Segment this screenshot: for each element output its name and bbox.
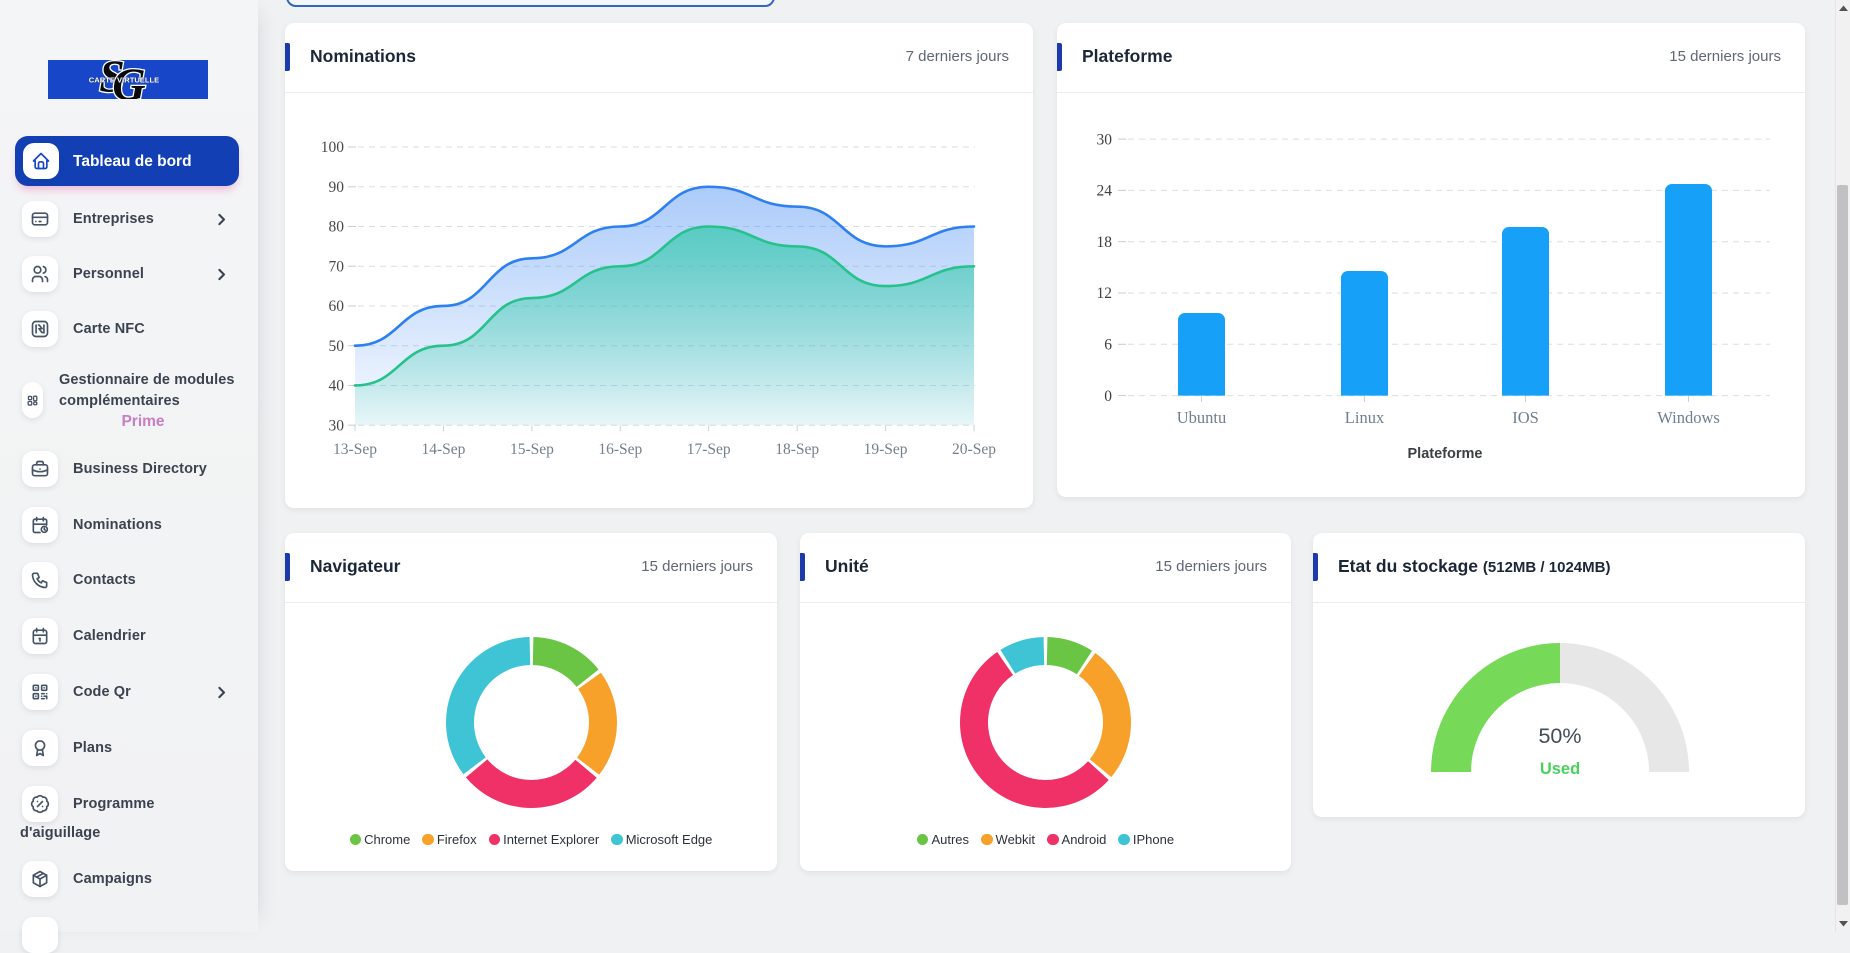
svg-text:18: 18 <box>1097 234 1113 251</box>
svg-text:IOS: IOS <box>1512 408 1539 427</box>
svg-text:Windows: Windows <box>1657 408 1720 427</box>
svg-text:20-Sep: 20-Sep <box>952 441 996 458</box>
svg-text:Plateforme: Plateforme <box>1408 446 1483 462</box>
svg-text:100: 100 <box>321 139 345 156</box>
svg-text:50: 50 <box>329 338 345 355</box>
svg-text:24: 24 <box>1097 183 1113 200</box>
svg-text:80: 80 <box>329 219 345 236</box>
svg-text:19-Sep: 19-Sep <box>864 441 908 458</box>
svg-text:30: 30 <box>329 417 345 434</box>
svg-text:Linux: Linux <box>1345 408 1385 427</box>
svg-text:60: 60 <box>329 298 345 315</box>
svg-text:13-Sep: 13-Sep <box>333 441 377 458</box>
svg-text:18-Sep: 18-Sep <box>775 441 819 458</box>
svg-text:15-Sep: 15-Sep <box>510 441 554 458</box>
svg-text:CARTE VIRTUELLE: CARTE VIRTUELLE <box>89 76 159 85</box>
svg-text:17-Sep: 17-Sep <box>687 441 731 458</box>
svg-text:50%: 50% <box>1538 724 1581 748</box>
svg-text:40: 40 <box>329 378 345 395</box>
svg-text:Ubuntu: Ubuntu <box>1177 408 1227 427</box>
svg-text:30: 30 <box>1097 131 1113 148</box>
svg-text:0: 0 <box>1104 388 1112 405</box>
svg-text:16-Sep: 16-Sep <box>598 441 642 458</box>
svg-text:70: 70 <box>329 258 345 275</box>
svg-text:90: 90 <box>329 179 345 196</box>
svg-text:12: 12 <box>1097 285 1113 302</box>
svg-text:Used: Used <box>1540 760 1580 778</box>
svg-text:14-Sep: 14-Sep <box>421 441 465 458</box>
svg-text:6: 6 <box>1104 337 1112 354</box>
